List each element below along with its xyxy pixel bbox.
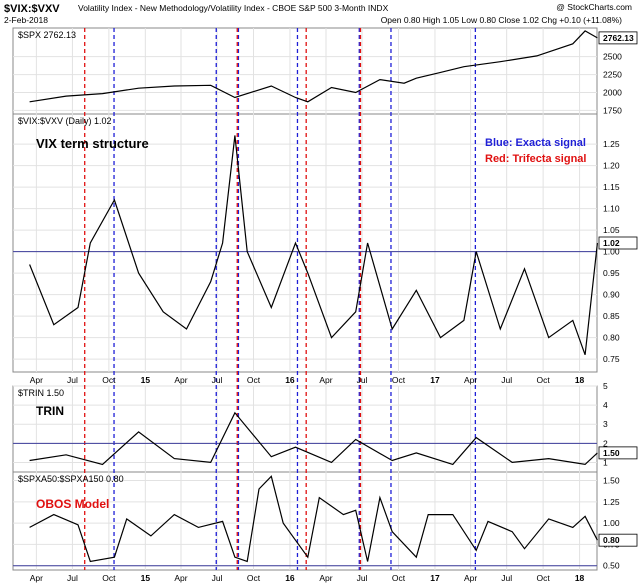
y-tick-label: 5 (603, 381, 608, 391)
x-tick-label: 16 (285, 375, 295, 385)
y-tick-label: 1.25 (603, 497, 620, 507)
series-line-trin (29, 411, 598, 466)
x-tick-label: Oct (536, 573, 550, 583)
x-tick-label: Jul (501, 375, 512, 385)
x-tick-label: Jul (67, 375, 78, 385)
gridlines (13, 28, 597, 570)
y-tick-label: 2500 (603, 52, 622, 62)
panel-title: $TRIN 1.50 (18, 388, 64, 398)
chart-description: Volatility Index - New Methodology/Volat… (78, 3, 389, 13)
last-value-label: 2762.13 (603, 33, 634, 43)
blue-legend: Blue: Exacta signal (485, 137, 586, 149)
x-tick-label: Apr (319, 573, 332, 583)
x-tick-label: Oct (102, 375, 116, 385)
obos-panel (12, 471, 598, 571)
x-tick-label: 17 (430, 573, 440, 583)
x-tick-label: Oct (536, 375, 550, 385)
spx-panel (12, 27, 598, 115)
y-tick-label: 2 (603, 438, 608, 448)
x-tick-label: Oct (247, 573, 261, 583)
trin-title: TRIN (36, 404, 64, 418)
x-tick-label: 18 (575, 375, 585, 385)
last-value-label: 1.50 (603, 448, 620, 458)
x-tick-label: 15 (141, 573, 151, 583)
y-tick-label: 0.50 (603, 561, 620, 571)
last-value-label: 0.80 (603, 535, 620, 545)
y-tick-label: 2250 (603, 70, 622, 80)
x-tick-label: Jul (67, 573, 78, 583)
x-tick-label: Apr (30, 573, 43, 583)
axis-ticks: 2500 2250 2000 1750 $SPX 2762.13 2762.13 1.25 1… (18, 30, 638, 583)
x-tick-label: 18 (575, 573, 585, 583)
y-tick-label: 1.10 (603, 204, 620, 214)
x-tick-label: Apr (464, 573, 477, 583)
panel-title: $SPX 2762.13 (18, 30, 76, 40)
y-tick-label: 1.25 (603, 139, 620, 149)
y-tick-label: 4 (603, 400, 608, 410)
x-tick-label: Jul (212, 375, 223, 385)
chart-symbol: $VIX:$VXV (4, 3, 60, 15)
x-tick-label: Oct (247, 375, 261, 385)
y-tick-label: 0.85 (603, 311, 620, 321)
x-tick-label: Apr (464, 375, 477, 385)
panel-title: $SPXA50:$SPXA150 0.80 (18, 474, 124, 484)
y-tick-label: 1.20 (603, 161, 620, 171)
x-tick-label: Apr (30, 375, 43, 385)
series (13, 30, 598, 567)
x-tick-label: Jul (212, 573, 223, 583)
watermark: @ StockCharts.com (556, 2, 632, 12)
last-value-label: 1.02 (603, 238, 620, 248)
x-tick-label: Apr (174, 375, 187, 385)
last-value-box (598, 236, 638, 250)
quote-summary: Open 0.80 High 1.05 Low 0.80 Close 1.02 … (381, 15, 622, 25)
y-tick-label: 2000 (603, 88, 622, 98)
y-tick-label: 1.50 (603, 476, 620, 486)
x-tick-label: Jul (357, 573, 368, 583)
obos-title: OBOS Model (36, 497, 109, 511)
y-tick-label: 1.15 (603, 182, 620, 192)
last-value-box (598, 446, 638, 460)
vix-title: VIX term structure (36, 136, 149, 151)
y-tick-label: 0.75 (603, 354, 620, 364)
y-tick-label: 0.95 (603, 268, 620, 278)
y-tick-label: 1.00 (603, 518, 620, 528)
y-tick-label: 1 (603, 457, 608, 467)
x-tick-label: 17 (430, 375, 440, 385)
x-tick-label: Jul (501, 573, 512, 583)
x-tick-label: Oct (102, 573, 116, 583)
panel-title: $VIX:$VXV (Daily) 1.02 (18, 116, 112, 126)
series-line-obos (29, 475, 598, 563)
series-line-vix_vxv (29, 135, 598, 356)
last-value-box (598, 533, 638, 547)
y-tick-label: 1.00 (603, 247, 620, 257)
x-tick-label: Oct (392, 375, 406, 385)
x-tick-label: 16 (285, 573, 295, 583)
vix-panel (12, 113, 598, 373)
x-tick-label: 15 (141, 375, 151, 385)
red-legend: Red: Trifecta signal (485, 153, 586, 165)
x-tick-label: Oct (392, 573, 406, 583)
series-line-spx (29, 30, 598, 103)
y-tick-label: 0.90 (603, 290, 620, 300)
y-tick-label: 1.05 (603, 225, 620, 235)
trin-panel (12, 385, 598, 473)
x-tick-label: Apr (174, 573, 187, 583)
y-tick-label: 1750 (603, 105, 622, 115)
y-tick-label: 3 (603, 419, 608, 429)
x-tick-label: Jul (357, 375, 368, 385)
last-value-box (598, 31, 638, 45)
chart-date: 2-Feb-2018 (4, 15, 48, 25)
y-tick-label: 0.80 (603, 333, 620, 343)
x-tick-label: Apr (319, 375, 332, 385)
signal-lines (84, 28, 477, 570)
